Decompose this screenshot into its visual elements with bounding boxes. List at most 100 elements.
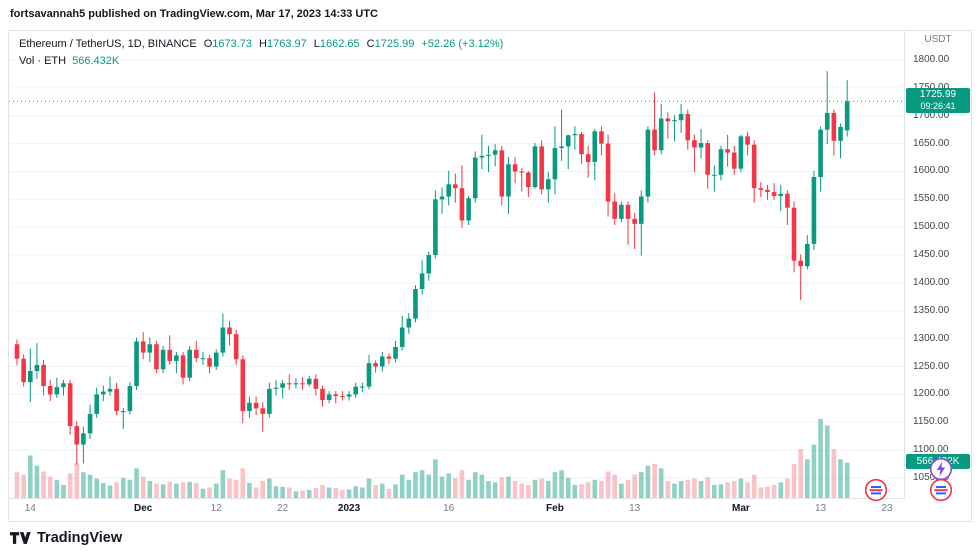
candle-body [824, 112, 830, 130]
volume-bar [313, 488, 319, 499]
candlestick-chart[interactable] [9, 31, 905, 499]
candle-body [658, 118, 664, 151]
candle-body [61, 383, 66, 388]
volume-row-label: Vol · ETH [19, 55, 67, 67]
time-axis-label: 22 [277, 503, 289, 514]
candle-body [731, 152, 737, 169]
candle-body [791, 207, 797, 261]
price-axis-label: 1400.00 [913, 276, 950, 288]
price-axis-label: 1700.00 [913, 109, 950, 121]
candle-body [280, 383, 285, 388]
candle-body [379, 356, 385, 367]
candle-body [512, 164, 518, 172]
volume-bar [47, 476, 53, 499]
time-axis-label: 2023 [337, 503, 361, 514]
footer-brand[interactable]: TradingView [37, 530, 123, 546]
candle-body [293, 383, 299, 385]
price-axis-label: 1750.00 [913, 82, 949, 93]
candle-body [678, 114, 684, 121]
volume-bar [678, 481, 684, 499]
candle-body [585, 154, 591, 162]
price-axis-label: 1800.00 [913, 54, 950, 65]
volume-bar [61, 484, 66, 499]
candle-body [625, 204, 631, 219]
volume-bar [725, 482, 730, 499]
volume-bar [34, 465, 40, 499]
candle-body [638, 196, 644, 224]
candle-body [413, 289, 418, 319]
candle-body [346, 394, 352, 397]
volume-bar [466, 479, 471, 499]
volume-bar [738, 478, 744, 499]
volume-bar [665, 481, 671, 499]
candle-body [612, 201, 618, 219]
candle-body [21, 358, 26, 383]
volume-bar [798, 449, 803, 499]
candle-body [360, 386, 365, 388]
volume-bar [519, 483, 525, 499]
volume-bar [21, 474, 26, 499]
candle-body [559, 146, 564, 149]
chart-frame: Ethereum / TetherUS, 1D, BINANCE O1673.73… [8, 30, 972, 522]
volume-bar [213, 483, 219, 499]
candle-body [227, 327, 232, 335]
price-axis[interactable]: USDT 1725.99 09:26:41 566.432K 1800.0017… [904, 31, 971, 499]
candle-body [552, 148, 558, 180]
candle-body [306, 378, 312, 385]
time-axis[interactable]: 14 Dec 12 22 2023 16 Feb 13 Mar 13 23 [9, 498, 905, 521]
candle-body [685, 114, 691, 141]
ohlc-low-value: 1662.65 [319, 38, 360, 50]
candle-body [393, 347, 398, 359]
volume-bar [54, 479, 60, 499]
candle-body [652, 129, 657, 151]
candle-body [207, 358, 212, 367]
candle-body [771, 192, 777, 196]
candle-body [499, 150, 505, 197]
time-axis-label: 13 [629, 503, 641, 514]
volume-bar [831, 449, 837, 499]
candle-body [632, 218, 637, 224]
ohlc-open-value: 1673.73 [212, 38, 253, 50]
candle-body [233, 334, 239, 360]
candle-body [785, 193, 790, 208]
volume-bar [472, 472, 478, 499]
volume-bar [572, 484, 578, 499]
volume-bar [379, 483, 385, 499]
symbol-title[interactable]: Ethereum / TetherUS, 1D, BINANCE [19, 38, 197, 50]
candle-body [492, 150, 498, 155]
candle-body [526, 172, 531, 188]
volume-bar [366, 478, 372, 499]
volume-bar [419, 470, 425, 499]
volume-bar [326, 487, 332, 499]
candle-body [466, 198, 471, 221]
volume-bar [233, 479, 239, 499]
volume-bar [194, 483, 199, 499]
candle-body [213, 352, 219, 367]
candle-body [167, 349, 173, 361]
footer: TradingView [0, 522, 980, 554]
volume-bar [599, 481, 604, 499]
volume-bar [260, 481, 266, 499]
volume-bar [127, 479, 133, 499]
volume-bar [486, 481, 491, 499]
volume-bar [94, 478, 99, 499]
volume-bar [253, 487, 259, 499]
price-axis-label: 1600.00 [913, 165, 950, 177]
tradingview-logo-icon[interactable] [10, 531, 31, 545]
candle-body [705, 143, 710, 175]
volume-bar [532, 479, 538, 499]
volume-bar [293, 491, 299, 499]
candle-body [14, 344, 20, 359]
candle-body [572, 134, 578, 136]
volume-bar [658, 468, 664, 499]
candle-body [619, 204, 624, 219]
ohlc-open: O1673.73 [204, 38, 252, 50]
candle-body [506, 164, 511, 197]
volume-bar [765, 486, 770, 499]
volume-bar [838, 459, 843, 499]
candle-body [286, 383, 292, 385]
volume-bar [393, 484, 398, 499]
candle-body [698, 143, 704, 148]
bar-countdown: 09:26:41 [920, 101, 956, 112]
volume-bar [306, 490, 312, 499]
